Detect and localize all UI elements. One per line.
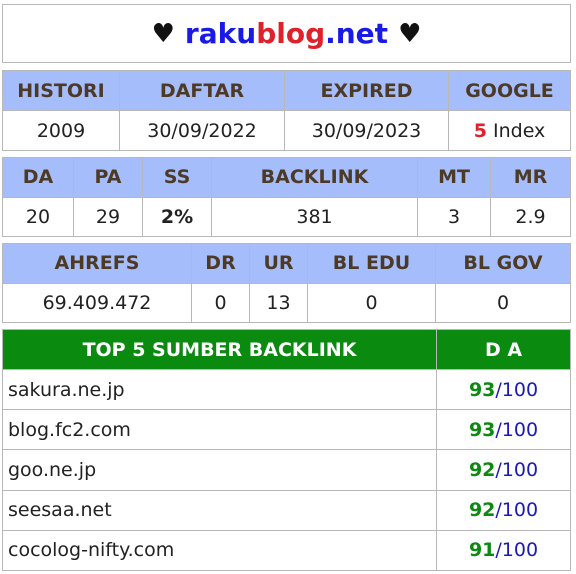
backlink-site: cocolog-nifty.com (2, 529, 437, 572)
header-da: DA (2, 157, 74, 198)
header-da-score: D A (436, 328, 571, 371)
table-row: goo.ne.jp 92/100 (2, 449, 571, 491)
header-histori: HISTORI (2, 70, 120, 111)
da-score: 91 (468, 539, 496, 562)
da-max: /100 (495, 499, 539, 522)
da-score: 93 (468, 378, 496, 401)
da-max: /100 (495, 459, 539, 482)
da-score: 93 (468, 418, 496, 441)
value-ahrefs: 69.409.472 (2, 282, 192, 323)
ahrefs-metrics-table: AHREFS DR UR BL EDU BL GOV 69.409.472 0 … (2, 243, 571, 323)
site-name-raku: raku (184, 17, 257, 50)
table-row: sakura.ne.jp 93/100 (2, 369, 571, 411)
header-backlink: BACKLINK (211, 157, 418, 198)
domain-info-table: HISTORI DAFTAR EXPIRED GOOGLE 2009 30/09… (2, 70, 571, 151)
table-row: blog.fc2.com 93/100 (2, 409, 571, 451)
backlink-da: 92/100 (436, 449, 571, 491)
value-expired: 30/09/2023 (284, 110, 449, 151)
value-daftar: 30/09/2022 (119, 110, 285, 151)
header-ur: UR (249, 243, 308, 284)
header-mt: MT (417, 157, 491, 198)
top-backlinks-table: TOP 5 SUMBER BACKLINK D A sakura.ne.jp 9… (2, 328, 571, 572)
domain-info-header-row: HISTORI DAFTAR EXPIRED GOOGLE (2, 70, 571, 111)
backlink-site: goo.ne.jp (2, 449, 437, 491)
site-title: ♥ rakublog.net ♥ (2, 4, 571, 63)
table-row: cocolog-nifty.com 91/100 (2, 529, 571, 572)
table-row: seesaa.net 92/100 (2, 489, 571, 531)
header-top-source: TOP 5 SUMBER BACKLINK (2, 328, 437, 371)
value-bl-edu: 0 (307, 282, 436, 323)
header-expired: EXPIRED (284, 70, 449, 111)
header-mr: MR (490, 157, 571, 198)
backlink-site: blog.fc2.com (2, 409, 437, 451)
top-backlinks-header-row: TOP 5 SUMBER BACKLINK D A (2, 328, 571, 371)
value-ur: 13 (249, 282, 308, 323)
value-pa: 29 (73, 196, 143, 237)
da-score: 92 (468, 459, 496, 482)
da-max: /100 (495, 539, 539, 562)
moz-metrics-header-row: DA PA SS BACKLINK MT MR (2, 157, 571, 198)
backlink-da: 93/100 (436, 409, 571, 451)
da-max: /100 (495, 378, 539, 401)
backlink-site: seesaa.net (2, 489, 437, 531)
heart-icon: ♥ (398, 18, 422, 49)
value-google: 5 Index (448, 110, 571, 151)
ahrefs-metrics-value-row: 69.409.472 0 13 0 0 (2, 282, 571, 323)
backlink-site: sakura.ne.jp (2, 369, 437, 411)
header-daftar: DAFTAR (119, 70, 285, 111)
value-da: 20 (2, 196, 74, 237)
value-ss: 2% (142, 196, 212, 237)
da-max: /100 (495, 418, 539, 441)
value-backlink: 381 (211, 196, 418, 237)
google-index-count: 5 (473, 119, 487, 142)
value-mt: 3 (417, 196, 491, 237)
header-ss: SS (142, 157, 212, 198)
site-name: rakublog.net (185, 17, 388, 50)
site-name-blog: blog (256, 17, 326, 50)
header-dr: DR (191, 243, 250, 284)
header-ahrefs: AHREFS (2, 243, 192, 284)
header-bl-gov: BL GOV (435, 243, 571, 284)
heart-icon: ♥ (151, 18, 175, 49)
value-bl-gov: 0 (435, 282, 571, 323)
header-bl-edu: BL EDU (307, 243, 436, 284)
da-score: 92 (468, 499, 496, 522)
ahrefs-metrics-header-row: AHREFS DR UR BL EDU BL GOV (2, 243, 571, 284)
value-histori: 2009 (2, 110, 120, 151)
site-name-tld: .net (325, 17, 389, 50)
backlink-da: 91/100 (436, 529, 571, 572)
backlink-da: 92/100 (436, 489, 571, 531)
google-index-label: Index (492, 119, 546, 142)
moz-metrics-table: DA PA SS BACKLINK MT MR 20 29 2% 381 3 2… (2, 157, 571, 237)
backlink-da: 93/100 (436, 369, 571, 411)
moz-metrics-value-row: 20 29 2% 381 3 2.9 (2, 196, 571, 237)
header-google: GOOGLE (448, 70, 571, 111)
value-mr: 2.9 (490, 196, 571, 237)
domain-info-value-row: 2009 30/09/2022 30/09/2023 5 Index (2, 110, 571, 151)
value-dr: 0 (191, 282, 250, 323)
header-pa: PA (73, 157, 143, 198)
